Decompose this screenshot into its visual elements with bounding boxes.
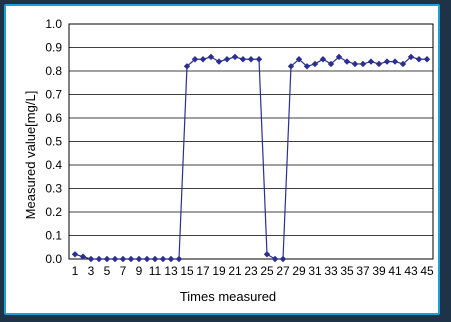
data-point — [96, 256, 102, 262]
y-tick-label: 0.9 — [45, 41, 62, 55]
y-tick-label: 0.2 — [45, 205, 62, 219]
data-point — [248, 56, 254, 62]
data-point — [368, 58, 374, 64]
data-point — [312, 61, 318, 67]
data-point — [392, 58, 398, 64]
y-tick-label: 0.8 — [45, 64, 62, 78]
x-tick-label: 27 — [276, 264, 290, 278]
y-tick-label: 0.5 — [45, 135, 62, 149]
y-tick-label: 0.1 — [45, 229, 62, 243]
x-tick-label: 3 — [88, 264, 95, 278]
y-axis-title: Measured value[mg/L] — [23, 91, 38, 220]
x-tick-label: 7 — [120, 264, 127, 278]
x-tick-label: 37 — [356, 264, 370, 278]
data-point — [136, 256, 142, 262]
data-point — [352, 61, 358, 67]
y-tick-labels: 0.0 0.1 0.2 0.3 0.4 0.5 0.6 0.7 0.8 0.9 1.0 — [45, 17, 62, 266]
x-tick-label: 9 — [136, 264, 143, 278]
x-tick-label: 19 — [212, 264, 226, 278]
data-point — [112, 256, 118, 262]
data-point — [320, 56, 326, 62]
x-tick-label: 21 — [228, 264, 242, 278]
data-point — [200, 56, 206, 62]
data-point — [264, 251, 270, 257]
y-tick-label: 0.0 — [45, 252, 62, 266]
x-tick-label: 11 — [149, 264, 162, 278]
data-point — [416, 56, 422, 62]
x-tick-label: 45 — [420, 264, 434, 278]
x-tick-label: 39 — [372, 264, 386, 278]
y-tick-label: 0.7 — [45, 88, 62, 102]
x-tick-label: 31 — [308, 264, 322, 278]
y-tick-label: 0.4 — [45, 158, 62, 172]
data-point — [208, 54, 214, 60]
x-tick-label: 33 — [324, 264, 338, 278]
x-tick-label: 43 — [404, 264, 418, 278]
data-point — [104, 256, 110, 262]
data-point — [120, 256, 126, 262]
data-point — [168, 256, 174, 262]
data-point — [280, 256, 286, 262]
data-point — [272, 256, 278, 262]
x-tick-label: 5 — [104, 264, 111, 278]
data-point — [160, 256, 166, 262]
x-axis-title: Times measured — [180, 289, 276, 304]
x-tick-label: 17 — [196, 264, 210, 278]
x-tick-label: 13 — [164, 264, 178, 278]
data-point — [128, 256, 134, 262]
x-tick-label: 15 — [180, 264, 194, 278]
data-point — [256, 56, 262, 62]
data-point — [384, 58, 390, 64]
x-tick-label: 29 — [292, 264, 306, 278]
data-point — [72, 251, 78, 257]
data-point — [360, 61, 366, 67]
x-tick-label: 41 — [388, 264, 402, 278]
x-tick-label: 35 — [340, 264, 354, 278]
data-point — [176, 256, 182, 262]
data-point — [424, 56, 430, 62]
data-point — [144, 256, 150, 262]
y-tick-label: 0.6 — [45, 111, 62, 125]
data-point — [344, 58, 350, 64]
x-tick-labels: 1 3 5 7 9 11 13 15 17 19 21 23 25 27 29 31 33 35 37 39 41 43 4… — [72, 264, 434, 278]
x-tick-label: 25 — [260, 264, 274, 278]
data-point — [88, 256, 94, 262]
data-point — [224, 56, 230, 62]
y-tick-label: 1.0 — [45, 17, 62, 31]
x-tick-label: 1 — [72, 264, 79, 278]
x-tick-label: 23 — [244, 264, 258, 278]
series-layer — [72, 54, 430, 263]
series-line — [75, 57, 427, 259]
data-point — [152, 256, 158, 262]
data-point — [240, 56, 246, 62]
data-point — [216, 58, 222, 64]
y-tick-label: 0.3 — [45, 182, 62, 196]
data-point — [376, 61, 382, 67]
data-point — [232, 54, 238, 60]
